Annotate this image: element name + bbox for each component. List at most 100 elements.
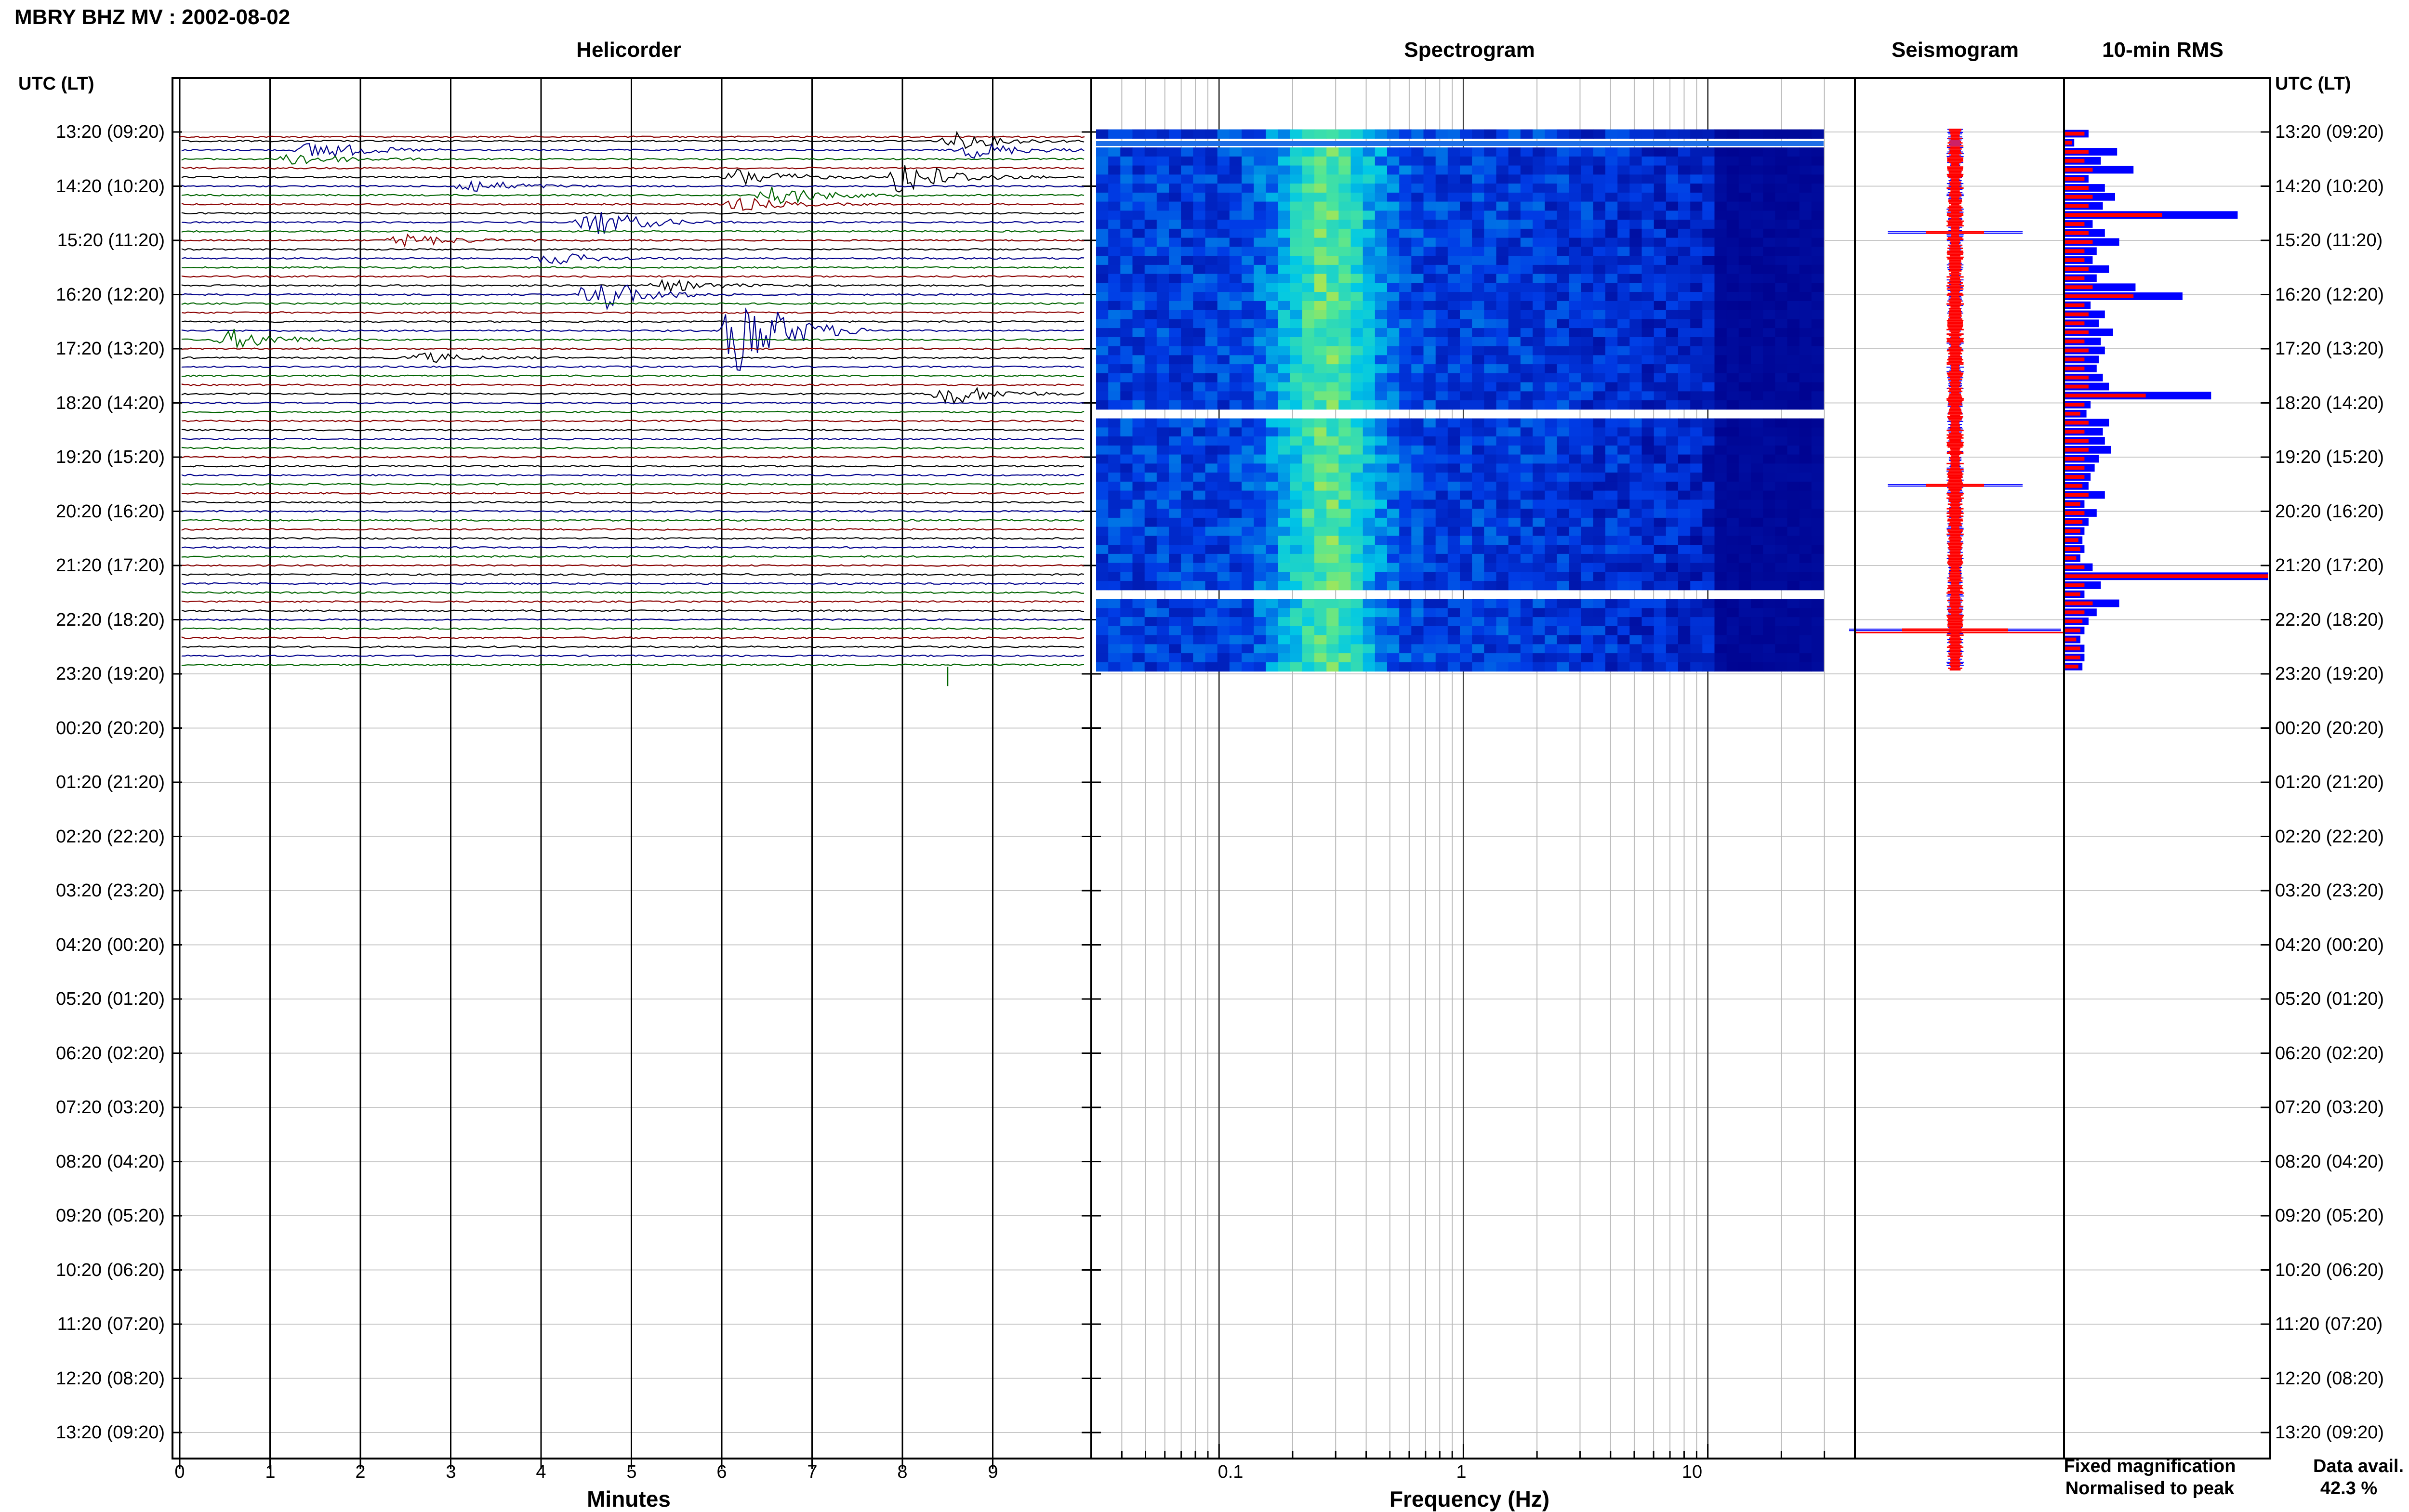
spectrogram-cell bbox=[1702, 553, 1715, 564]
spectrogram-cell bbox=[1787, 626, 1800, 636]
spectrogram-cell bbox=[1411, 463, 1424, 473]
spectrogram-cell bbox=[1472, 184, 1484, 193]
spectrogram-cell bbox=[1714, 481, 1727, 491]
spectrogram-cell bbox=[1375, 563, 1388, 572]
spectrogram-cell bbox=[1144, 147, 1157, 157]
spectrogram-cell bbox=[1520, 382, 1533, 392]
helicorder-trace-row bbox=[181, 253, 1085, 265]
spectrogram-cell bbox=[1726, 635, 1739, 644]
spectrogram-cell bbox=[1520, 599, 1533, 608]
spectrogram-cell bbox=[1678, 174, 1691, 184]
spectrogram-cell bbox=[1229, 445, 1242, 455]
spectrogram-cell bbox=[1254, 210, 1266, 220]
spectrogram-cell bbox=[1520, 192, 1533, 202]
spectrogram-cell bbox=[1654, 427, 1667, 437]
spectrogram-cell bbox=[1205, 346, 1218, 355]
spectrogram-cell bbox=[1557, 156, 1570, 166]
spectrogram-cell bbox=[1399, 283, 1412, 292]
helicorder-trace-row bbox=[181, 456, 1085, 459]
spectrogram-cell bbox=[1132, 129, 1145, 139]
spectrogram-cell bbox=[1581, 228, 1594, 238]
spectrogram-cell bbox=[1751, 481, 1763, 491]
spectrogram-cell bbox=[1144, 264, 1157, 275]
spectrogram-cell bbox=[1726, 373, 1739, 383]
spectrogram-cell bbox=[1605, 319, 1618, 329]
spectrogram-cell bbox=[1605, 373, 1618, 383]
spectrogram-cell bbox=[1484, 526, 1497, 536]
spectrogram-cell bbox=[1763, 328, 1775, 338]
rms-bar-normalised bbox=[2064, 321, 2085, 326]
spectrogram-cell bbox=[1484, 563, 1497, 572]
spectrogram-cell bbox=[1435, 608, 1448, 618]
spectrogram-cell bbox=[1508, 391, 1521, 401]
rms-bar-normalised bbox=[2064, 538, 2078, 542]
spectrogram-cell bbox=[1593, 210, 1606, 220]
spectrogram-cell bbox=[1811, 256, 1824, 265]
spectrogram-cell bbox=[1520, 247, 1533, 256]
rms-bar-normalised bbox=[2064, 303, 2085, 307]
spectrogram-cell bbox=[1714, 517, 1727, 527]
spectrogram-cell bbox=[1435, 237, 1448, 247]
spectrogram-cell bbox=[1205, 319, 1218, 329]
helicorder-trace-row bbox=[181, 465, 1085, 468]
spectrogram-cell bbox=[1569, 509, 1582, 518]
spectrogram-cell bbox=[1629, 301, 1642, 311]
spectrogram-cell bbox=[1593, 635, 1606, 644]
spectrogram-cell bbox=[1096, 256, 1109, 265]
spectrogram-cell bbox=[1496, 319, 1509, 329]
spectrogram-cell bbox=[1666, 201, 1679, 211]
spectrogram-cell bbox=[1508, 599, 1521, 608]
spectrogram-cell bbox=[1593, 328, 1606, 338]
spectrogram-cell bbox=[1120, 346, 1133, 355]
spectrogram-cell bbox=[1641, 201, 1655, 211]
spectrogram-cell bbox=[1533, 382, 1545, 392]
spectrogram-cell bbox=[1181, 264, 1193, 275]
spectrogram-cell bbox=[1156, 500, 1169, 509]
spectrogram-cell bbox=[1641, 526, 1655, 536]
spectrogram-cell bbox=[1314, 319, 1327, 329]
spectrogram-cell bbox=[1096, 509, 1109, 518]
spectrogram-cell bbox=[1641, 599, 1655, 608]
spectrogram-cell bbox=[1266, 210, 1279, 220]
spectrogram-cell bbox=[1205, 545, 1218, 554]
spectrogram-cell bbox=[1120, 328, 1133, 338]
spectrogram-cell bbox=[1132, 427, 1145, 437]
spectrogram-cell bbox=[1375, 500, 1388, 509]
spectrogram-cell bbox=[1169, 427, 1181, 437]
spectrogram-cell bbox=[1460, 572, 1472, 581]
spectrogram-cell bbox=[1242, 608, 1254, 618]
spectrogram-cell bbox=[1338, 184, 1351, 193]
spectrogram-cell bbox=[1581, 156, 1594, 166]
spectrogram-cell bbox=[1169, 445, 1181, 455]
spectrogram-cell bbox=[1593, 174, 1606, 184]
spectrogram-cell bbox=[1714, 237, 1727, 247]
spectrogram-cell bbox=[1435, 653, 1448, 663]
spectrogram-cell bbox=[1738, 418, 1751, 428]
rms-bar-normalised bbox=[2064, 475, 2085, 479]
spectrogram-cell bbox=[1678, 210, 1691, 220]
spectrogram-cell bbox=[1666, 192, 1679, 202]
spectrogram-cell bbox=[1144, 536, 1157, 545]
spectrogram-cell bbox=[1169, 400, 1181, 410]
spectrogram-cell bbox=[1375, 337, 1388, 347]
spectrogram-cell bbox=[1738, 500, 1751, 509]
spectrogram-cell bbox=[1144, 599, 1157, 608]
spectrogram-cell bbox=[1326, 626, 1339, 636]
spectrogram-cell bbox=[1751, 228, 1763, 238]
time-tick-right: 14:20 (10:20) bbox=[2275, 176, 2384, 197]
spectrogram-cell bbox=[1569, 536, 1582, 545]
spectrogram-cell bbox=[1569, 553, 1582, 564]
spectrogram-cell bbox=[1242, 256, 1254, 265]
spectrogram-cell bbox=[1229, 184, 1242, 193]
spectrogram-cell bbox=[1254, 644, 1266, 654]
spectrogram-cell bbox=[1447, 473, 1460, 482]
spectrogram-cell bbox=[1787, 599, 1800, 608]
rms-bar-normalised bbox=[2064, 601, 2093, 605]
spectrogram-cell bbox=[1520, 400, 1533, 410]
helicorder-trace-row bbox=[181, 492, 1085, 495]
spectrogram-cell bbox=[1156, 626, 1169, 636]
spectrogram-cell bbox=[1557, 346, 1570, 355]
spectrogram-cell bbox=[1520, 473, 1533, 482]
spectrogram-cell bbox=[1641, 264, 1655, 275]
spectrogram-cell bbox=[1678, 644, 1691, 654]
